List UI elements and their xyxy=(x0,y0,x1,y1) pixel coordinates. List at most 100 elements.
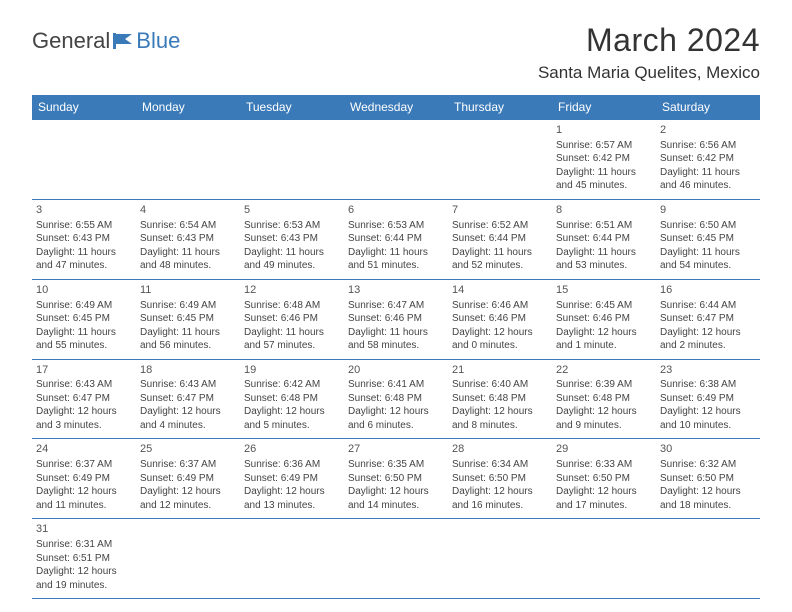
calendar-cell xyxy=(240,120,344,200)
sunrise-text: Sunrise: 6:45 AM xyxy=(556,299,652,313)
sunrise-text: Sunrise: 6:48 AM xyxy=(244,299,340,313)
sunrise-text: Sunrise: 6:39 AM xyxy=(556,378,652,392)
sunrise-text: Sunrise: 6:51 AM xyxy=(556,219,652,233)
calendar-cell: 21Sunrise: 6:40 AMSunset: 6:48 PMDayligh… xyxy=(448,359,552,439)
sunset-text: Sunset: 6:44 PM xyxy=(348,232,444,246)
sunset-text: Sunset: 6:50 PM xyxy=(452,472,548,486)
sunset-text: Sunset: 6:45 PM xyxy=(140,312,236,326)
sunrise-text: Sunrise: 6:40 AM xyxy=(452,378,548,392)
day-number: 17 xyxy=(36,363,132,378)
sunset-text: Sunset: 6:51 PM xyxy=(36,552,132,566)
day-number: 12 xyxy=(244,283,340,298)
sunrise-text: Sunrise: 6:32 AM xyxy=(660,458,756,472)
sunset-text: Sunset: 6:42 PM xyxy=(660,152,756,166)
day-number: 4 xyxy=(140,203,236,218)
logo: General Blue xyxy=(32,28,180,54)
day-number: 18 xyxy=(140,363,236,378)
header: General Blue March 2024 Santa Maria Quel… xyxy=(0,0,792,89)
day-number: 9 xyxy=(660,203,756,218)
daylight-text: and 14 minutes. xyxy=(348,499,444,513)
logo-text-general: General xyxy=(32,28,110,54)
calendar-cell: 15Sunrise: 6:45 AMSunset: 6:46 PMDayligh… xyxy=(552,279,656,359)
daylight-text: and 49 minutes. xyxy=(244,259,340,273)
calendar-row: 1Sunrise: 6:57 AMSunset: 6:42 PMDaylight… xyxy=(32,120,760,200)
calendar-cell: 19Sunrise: 6:42 AMSunset: 6:48 PMDayligh… xyxy=(240,359,344,439)
daylight-text: Daylight: 12 hours xyxy=(36,405,132,419)
calendar-cell: 18Sunrise: 6:43 AMSunset: 6:47 PMDayligh… xyxy=(136,359,240,439)
daylight-text: and 52 minutes. xyxy=(452,259,548,273)
day-number: 29 xyxy=(556,442,652,457)
logo-text-blue: Blue xyxy=(136,28,180,54)
sunrise-text: Sunrise: 6:42 AM xyxy=(244,378,340,392)
calendar-cell: 4Sunrise: 6:54 AMSunset: 6:43 PMDaylight… xyxy=(136,199,240,279)
calendar-cell: 9Sunrise: 6:50 AMSunset: 6:45 PMDaylight… xyxy=(656,199,760,279)
calendar-cell: 31Sunrise: 6:31 AMSunset: 6:51 PMDayligh… xyxy=(32,519,136,599)
sunrise-text: Sunrise: 6:52 AM xyxy=(452,219,548,233)
weekday-header-row: Sunday Monday Tuesday Wednesday Thursday… xyxy=(32,95,760,120)
daylight-text: Daylight: 12 hours xyxy=(660,326,756,340)
daylight-text: Daylight: 11 hours xyxy=(244,326,340,340)
calendar-cell xyxy=(344,120,448,200)
sunset-text: Sunset: 6:46 PM xyxy=(348,312,444,326)
calendar-cell: 27Sunrise: 6:35 AMSunset: 6:50 PMDayligh… xyxy=(344,439,448,519)
daylight-text: Daylight: 11 hours xyxy=(348,326,444,340)
day-number: 7 xyxy=(452,203,548,218)
calendar-cell: 28Sunrise: 6:34 AMSunset: 6:50 PMDayligh… xyxy=(448,439,552,519)
calendar-cell xyxy=(448,519,552,599)
daylight-text: and 1 minute. xyxy=(556,339,652,353)
sunrise-text: Sunrise: 6:34 AM xyxy=(452,458,548,472)
sunset-text: Sunset: 6:50 PM xyxy=(660,472,756,486)
location-label: Santa Maria Quelites, Mexico xyxy=(538,63,760,83)
sunrise-text: Sunrise: 6:31 AM xyxy=(36,538,132,552)
sunrise-text: Sunrise: 6:55 AM xyxy=(36,219,132,233)
daylight-text: and 55 minutes. xyxy=(36,339,132,353)
daylight-text: Daylight: 12 hours xyxy=(452,485,548,499)
sunset-text: Sunset: 6:49 PM xyxy=(244,472,340,486)
calendar-cell: 11Sunrise: 6:49 AMSunset: 6:45 PMDayligh… xyxy=(136,279,240,359)
calendar-cell: 2Sunrise: 6:56 AMSunset: 6:42 PMDaylight… xyxy=(656,120,760,200)
sunset-text: Sunset: 6:46 PM xyxy=(244,312,340,326)
daylight-text: Daylight: 12 hours xyxy=(36,485,132,499)
calendar-row: 24Sunrise: 6:37 AMSunset: 6:49 PMDayligh… xyxy=(32,439,760,519)
daylight-text: Daylight: 12 hours xyxy=(452,326,548,340)
sunrise-text: Sunrise: 6:37 AM xyxy=(36,458,132,472)
calendar-table: Sunday Monday Tuesday Wednesday Thursday… xyxy=(32,95,760,599)
calendar-cell: 23Sunrise: 6:38 AMSunset: 6:49 PMDayligh… xyxy=(656,359,760,439)
calendar-cell: 26Sunrise: 6:36 AMSunset: 6:49 PMDayligh… xyxy=(240,439,344,519)
sunrise-text: Sunrise: 6:53 AM xyxy=(244,219,340,233)
sunset-text: Sunset: 6:49 PM xyxy=(660,392,756,406)
day-number: 19 xyxy=(244,363,340,378)
calendar-cell: 20Sunrise: 6:41 AMSunset: 6:48 PMDayligh… xyxy=(344,359,448,439)
daylight-text: Daylight: 11 hours xyxy=(244,246,340,260)
daylight-text: Daylight: 12 hours xyxy=(348,405,444,419)
sunrise-text: Sunrise: 6:43 AM xyxy=(140,378,236,392)
sunset-text: Sunset: 6:50 PM xyxy=(556,472,652,486)
daylight-text: Daylight: 11 hours xyxy=(556,246,652,260)
sunrise-text: Sunrise: 6:56 AM xyxy=(660,139,756,153)
day-number: 20 xyxy=(348,363,444,378)
day-number: 24 xyxy=(36,442,132,457)
weekday-header: Friday xyxy=(552,95,656,120)
weekday-header: Thursday xyxy=(448,95,552,120)
daylight-text: Daylight: 12 hours xyxy=(244,485,340,499)
day-number: 5 xyxy=(244,203,340,218)
calendar-cell: 17Sunrise: 6:43 AMSunset: 6:47 PMDayligh… xyxy=(32,359,136,439)
day-number: 11 xyxy=(140,283,236,298)
daylight-text: Daylight: 11 hours xyxy=(452,246,548,260)
calendar-row: 17Sunrise: 6:43 AMSunset: 6:47 PMDayligh… xyxy=(32,359,760,439)
sunset-text: Sunset: 6:43 PM xyxy=(244,232,340,246)
daylight-text: and 0 minutes. xyxy=(452,339,548,353)
sunset-text: Sunset: 6:44 PM xyxy=(452,232,548,246)
day-number: 26 xyxy=(244,442,340,457)
daylight-text: and 45 minutes. xyxy=(556,179,652,193)
calendar-cell: 22Sunrise: 6:39 AMSunset: 6:48 PMDayligh… xyxy=(552,359,656,439)
sunset-text: Sunset: 6:49 PM xyxy=(36,472,132,486)
daylight-text: Daylight: 11 hours xyxy=(140,326,236,340)
calendar-cell xyxy=(240,519,344,599)
sunrise-text: Sunrise: 6:38 AM xyxy=(660,378,756,392)
day-number: 2 xyxy=(660,123,756,138)
month-title: March 2024 xyxy=(538,22,760,59)
sunset-text: Sunset: 6:46 PM xyxy=(452,312,548,326)
daylight-text: and 3 minutes. xyxy=(36,419,132,433)
daylight-text: and 53 minutes. xyxy=(556,259,652,273)
